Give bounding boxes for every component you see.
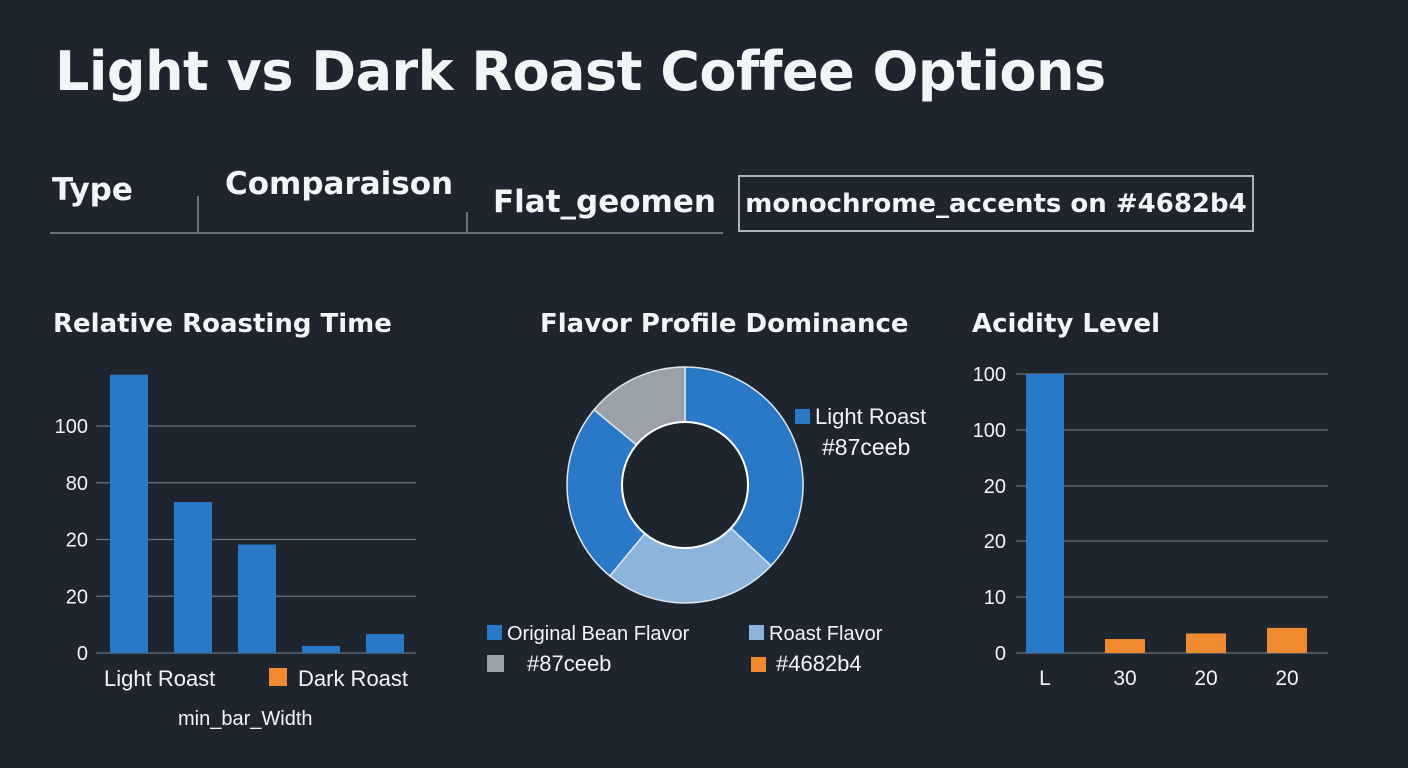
y-tick-label: 0	[77, 643, 88, 665]
bar	[174, 502, 212, 653]
legend-label-roast-flavor: Roast Flavor	[769, 623, 883, 645]
chart-title-flavor-profile: Flavor Profile Dominance	[540, 309, 909, 339]
legend-sublabel: #87ceeb	[527, 651, 611, 676]
bar	[366, 634, 404, 653]
x-tick-label: L	[1039, 667, 1051, 690]
y-tick-label: 100	[55, 416, 88, 438]
meta-divider	[197, 196, 199, 234]
x-tick-label: 30	[1113, 667, 1136, 690]
legend-label-dark-roast: Dark Roast	[298, 666, 408, 691]
meta-divider	[50, 232, 723, 234]
y-tick-label: 0	[995, 643, 1006, 665]
legend-swatch-original-bean	[487, 625, 502, 640]
x-tick-label: 20	[1194, 667, 1217, 690]
legend-label-light-roast: Light Roast	[815, 404, 926, 429]
meta-comparison-label: Comparaison	[225, 166, 454, 202]
meta-accent-label: monochrome_accents on #4682b4	[745, 188, 1247, 219]
legend-label-light-roast: Light Roast	[104, 666, 215, 691]
bar	[302, 645, 340, 653]
bar	[1026, 374, 1064, 653]
page-title: Light vs Dark Roast Coffee Options	[55, 40, 1106, 103]
meta-divider	[466, 212, 468, 234]
y-tick-label: 100	[973, 420, 1006, 442]
legend-label-original-bean: Original Bean Flavor	[507, 623, 690, 645]
legend-swatch-dark-roast	[269, 668, 287, 686]
y-tick-label: 10	[984, 587, 1006, 609]
legend-swatch-roast-flavor	[749, 625, 764, 640]
legend-swatch-light-roast	[795, 409, 810, 424]
chart-footnote: min_bar_Width	[178, 708, 313, 730]
y-tick-label: 100	[973, 364, 1006, 386]
donut-hole	[621, 421, 749, 549]
y-tick-label: 20	[66, 530, 88, 552]
y-tick-label: 20	[984, 476, 1006, 498]
bar	[1105, 639, 1145, 653]
bar	[110, 374, 148, 653]
meta-accent-box: monochrome_accents on #4682b4	[738, 175, 1254, 232]
y-tick-label: 80	[66, 473, 88, 495]
legend-sublabel: #87ceeb	[822, 434, 910, 460]
bar	[238, 544, 276, 653]
legend-sublabel: #4682b4	[776, 651, 862, 676]
chart-title-roasting-time: Relative Roasting Time	[53, 309, 392, 339]
y-tick-label: 20	[66, 586, 88, 608]
y-tick-label: 20	[984, 531, 1006, 553]
bar	[1267, 627, 1307, 653]
chart-title-acidity: Acidity Level	[972, 309, 1161, 339]
legend-swatch-secondary	[487, 655, 504, 672]
legend-swatch-accent	[751, 657, 766, 672]
bar	[1186, 633, 1226, 653]
meta-style-label: Flat_geomen	[493, 184, 716, 220]
x-tick-label: 20	[1275, 667, 1298, 690]
meta-type-label: Type	[52, 172, 133, 208]
